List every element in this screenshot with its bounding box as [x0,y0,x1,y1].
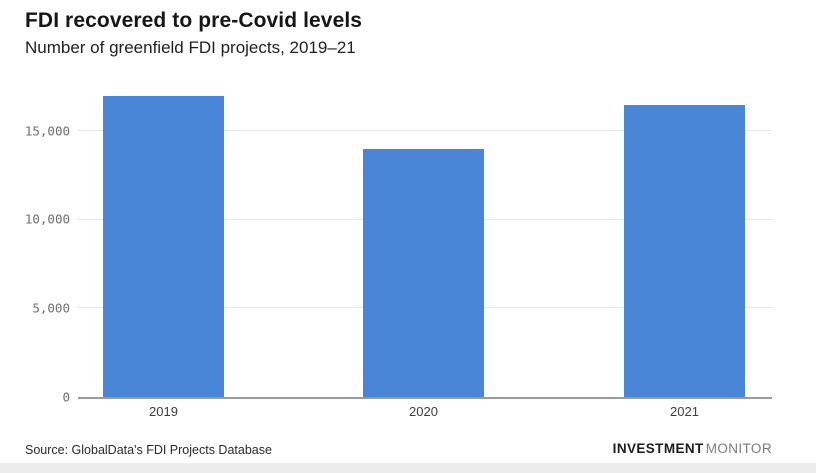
bar-2020 [363,148,484,397]
y-axis-tick-label: 15,000 [24,122,70,138]
brand-secondary: MONITOR [705,441,772,456]
source-note: Source: GlobalData's FDI Projects Databa… [25,443,272,457]
x-axis-tick-label: 2019 [149,404,178,419]
bar-2021 [624,104,745,397]
gridline [78,130,772,132]
y-axis-tick-label: 10,000 [24,211,70,227]
footer-band [0,463,816,473]
y-axis-tick-label: 0 [62,388,70,404]
y-axis: 0 5,000 10,000 15,000 [10,85,70,402]
brand-logo: INVESTMENT MONITOR [613,441,772,456]
y-axis-tick-label: 5,000 [32,300,70,316]
brand-primary: INVESTMENT [612,441,704,456]
x-axis-tick-label: 2021 [670,404,699,419]
chart-subtitle: Number of greenfield FDI projects, 2019–… [25,38,356,57]
chart-title: FDI recovered to pre-Covid levels [25,9,363,32]
x-axis-tick-label: 2020 [409,404,438,419]
plot-area: 0 5,000 10,000 15,000 2019 2020 2021 [25,85,772,419]
bar-2019 [103,95,224,397]
